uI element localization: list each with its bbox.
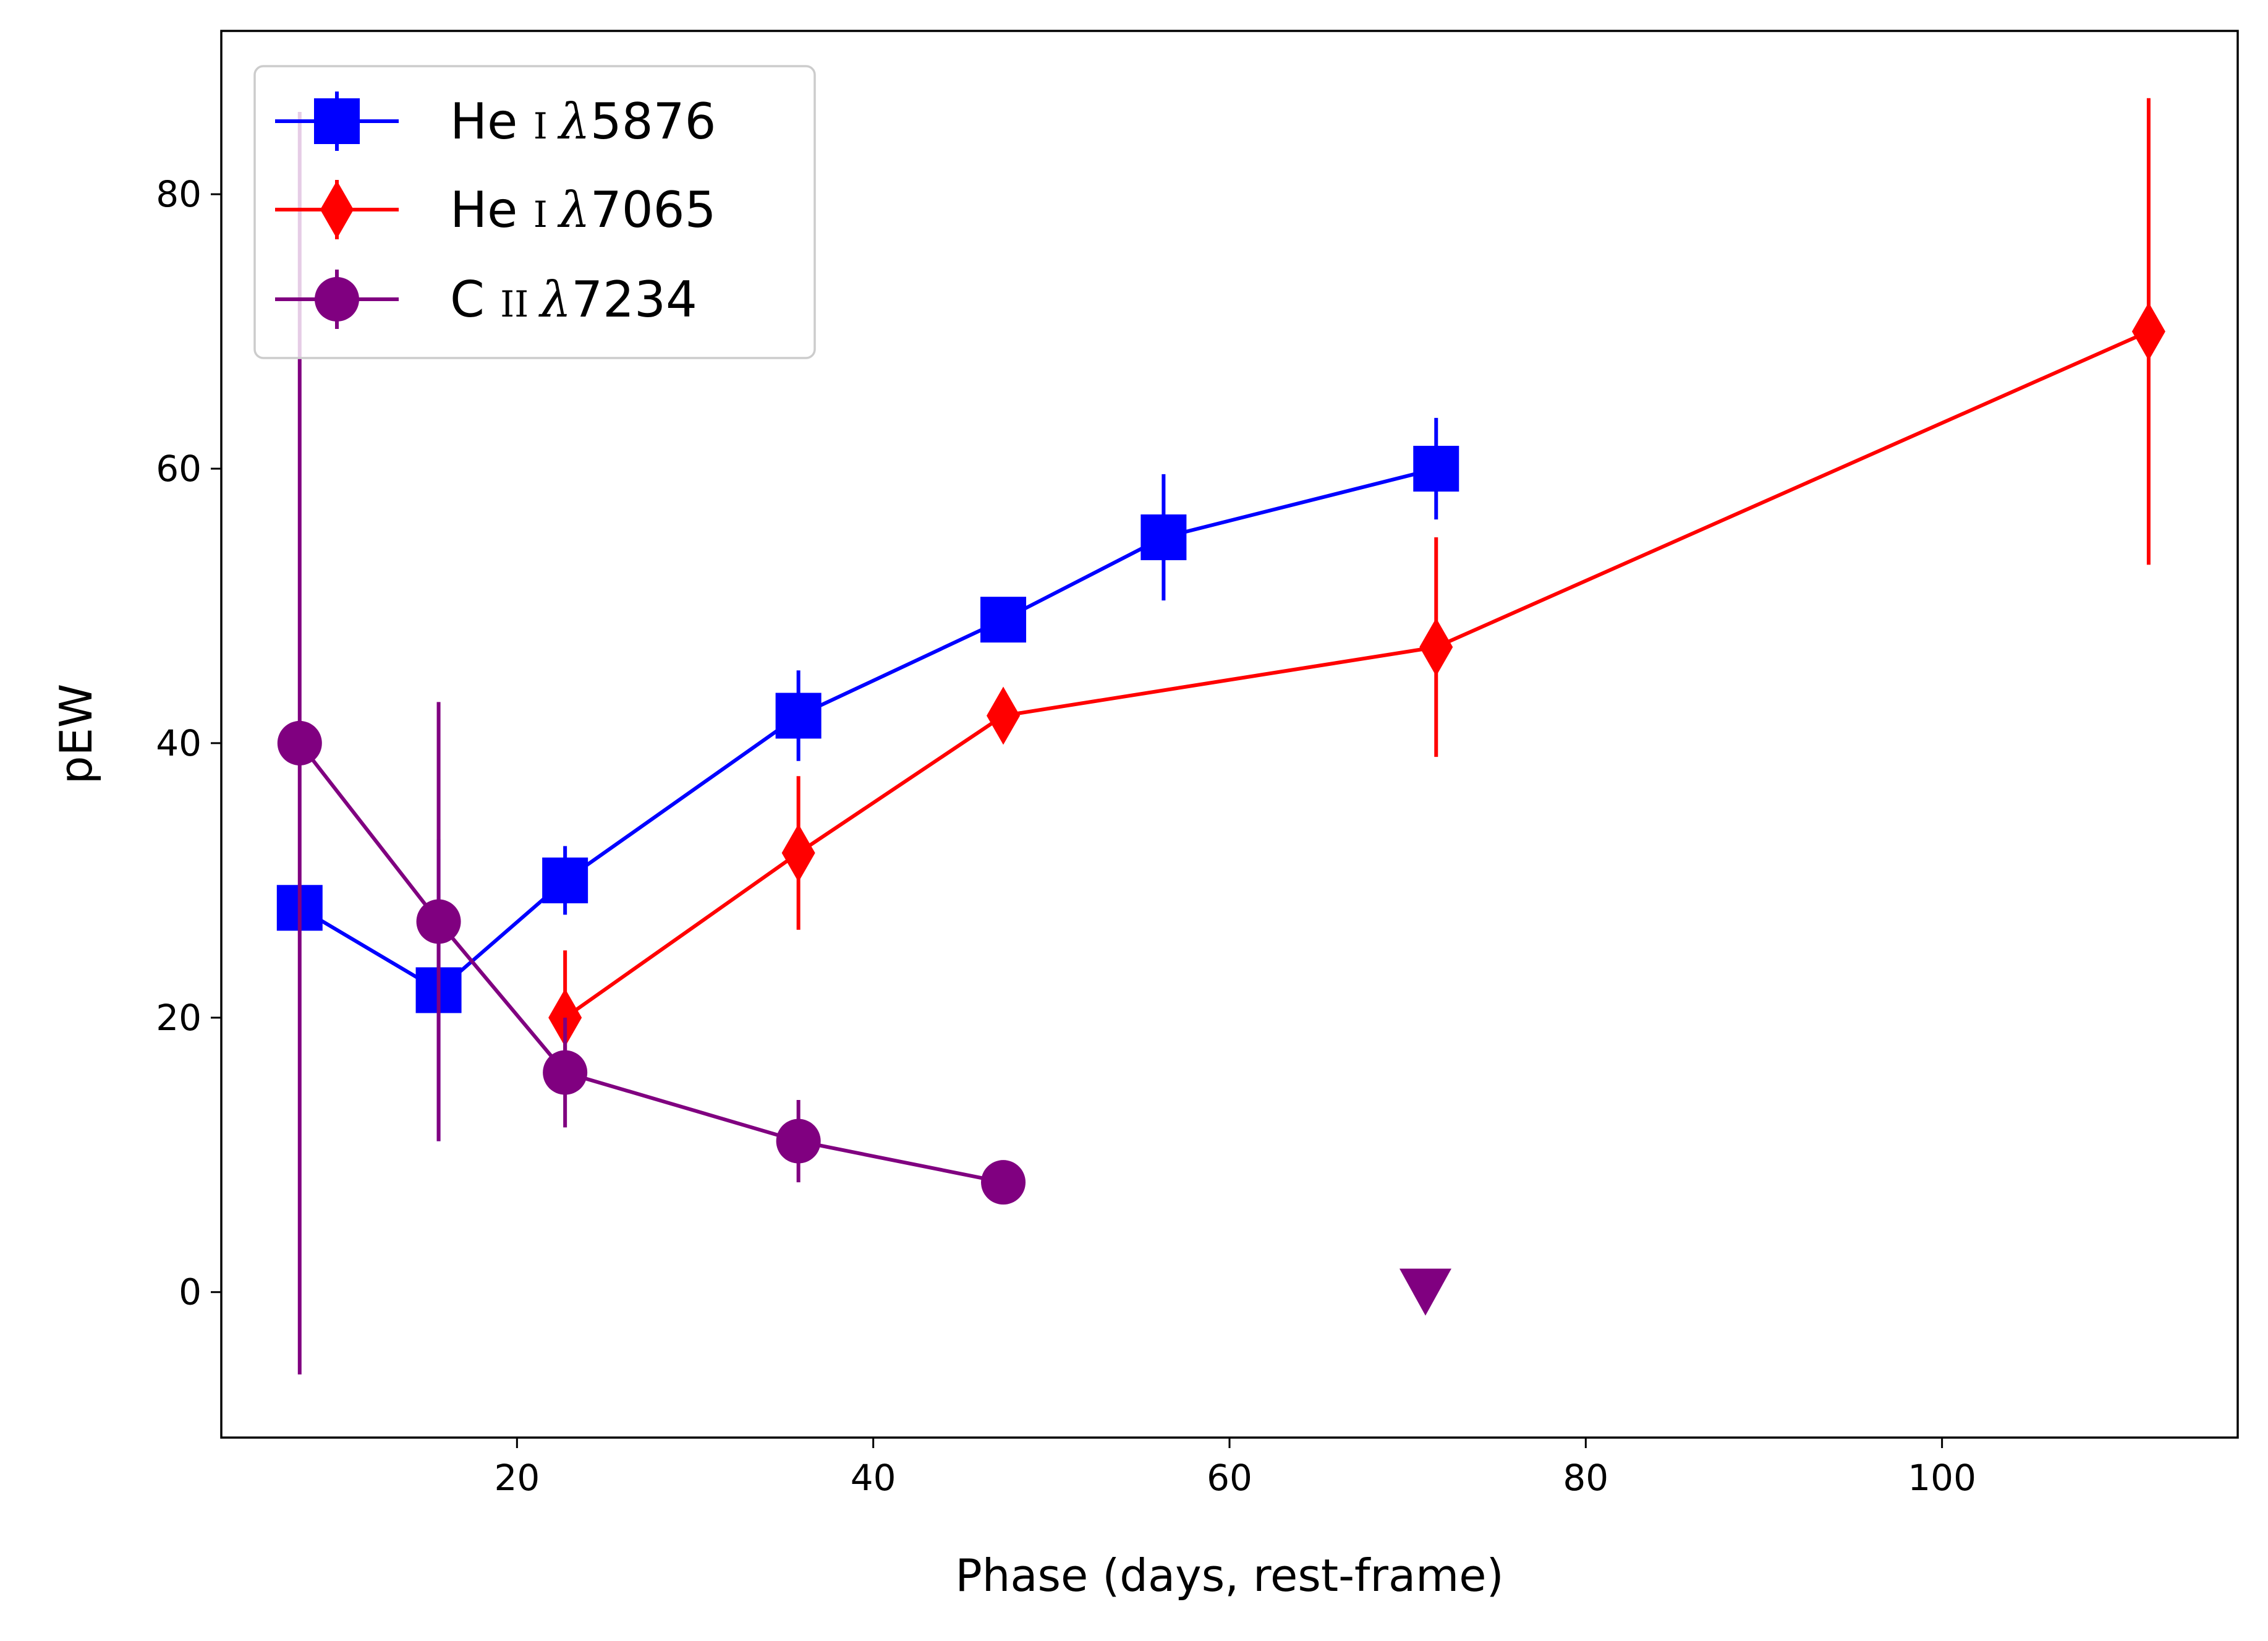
x-tick-label: 80 [1563,1457,1608,1499]
legend-frame [253,65,816,359]
data-point [987,686,1021,745]
legend-marker [315,277,359,322]
y-tick-label: 20 [156,997,202,1039]
data-point [1140,514,1187,560]
legend-label: C II λ7234 [450,271,697,328]
y-tick-label: 60 [156,448,202,490]
data-point [981,1160,1026,1205]
data-point [776,1119,821,1164]
x-tick-label: 100 [1908,1457,1976,1499]
legend-entry: He I λ5876 [275,92,716,151]
y-tick-label: 80 [156,173,202,215]
data-point [277,720,322,765]
x-tick-label: 40 [851,1457,896,1499]
legend-label: He I λ7065 [450,181,716,239]
y-tick-label: 40 [156,722,202,764]
upper-limit-layer [1399,1268,1451,1316]
data-point [1413,446,1459,492]
legend-marker [320,181,354,239]
data-point [775,693,822,739]
data-point [2131,302,2165,361]
y-axis-label: pEW [50,684,102,784]
x-tick-label: 20 [494,1457,540,1499]
series-diamond [548,98,2165,1085]
legend: He I λ5876 He I λ7065 C II λ7234 [253,65,816,359]
legend-label: He I λ5876 [450,93,716,150]
data-point [416,899,461,944]
y-tick-label: 0 [179,1271,202,1313]
x-axis-ticks: 20 40 60 80 100 [494,1438,1976,1499]
legend-entries: He I λ5876 He I λ7065 C II λ7234 [275,92,716,329]
data-point [542,857,588,903]
data-point [1419,618,1453,676]
plot-frame [220,30,2239,1439]
data-point [781,824,815,882]
legend-entry: C II λ7234 [275,270,697,329]
series-layer [276,98,2165,1375]
legend-marker [314,98,360,144]
legend-entry: He I λ7065 [275,180,716,239]
x-axis-label: Phase (days, rest-frame) [955,1549,1503,1601]
x-tick-label: 60 [1207,1457,1252,1499]
y-axis-ticks: 0 20 40 60 80 [156,173,221,1313]
data-point [980,597,1027,643]
upper-limit-marker [1399,1268,1451,1316]
data-point [543,1050,588,1095]
series-circle [277,111,1026,1375]
